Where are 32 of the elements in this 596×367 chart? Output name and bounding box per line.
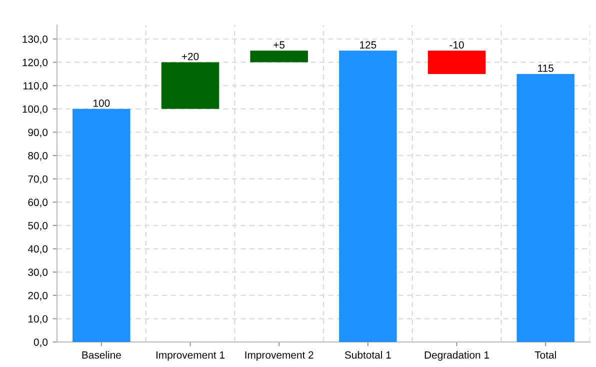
- bar: [72, 108, 130, 342]
- y-tick-label: 20,0: [28, 292, 48, 300]
- x-tick-label: Total: [534, 351, 556, 359]
- y-tick-label: 30,0: [28, 268, 48, 278]
- data-label: -10: [450, 41, 464, 49]
- y-tick-label: 70,0: [28, 175, 48, 184]
- x-tick-label: Degradation 1: [424, 351, 489, 361]
- data-label: 100: [94, 99, 110, 107]
- x-tick-label: Improvement 2: [245, 351, 314, 361]
- y-tick-label: 110,0: [23, 82, 48, 91]
- bar: [339, 50, 397, 342]
- x-tick-label: Improvement 1: [156, 351, 224, 361]
- y-tick-label: 80,0: [28, 152, 48, 161]
- y-tick-label: 10,0: [28, 315, 48, 324]
- bar: [250, 50, 308, 62]
- y-tick-label: 40,0: [28, 245, 48, 254]
- y-tick-label: 100,0: [22, 105, 48, 114]
- x-tick-label: Subtotal 1: [344, 351, 391, 359]
- y-tick-label: 0,0: [34, 338, 48, 348]
- y-tick-label: 120,0: [22, 58, 48, 68]
- data-label: 115: [538, 64, 554, 72]
- data-label: +5: [274, 41, 285, 49]
- x-tick-label: Baseline: [82, 351, 121, 359]
- data-label: +20: [182, 52, 199, 60]
- bar: [516, 74, 574, 342]
- y-tick-label: 60,0: [28, 198, 48, 208]
- y-tick-label: 50,0: [28, 222, 48, 231]
- y-tick-label: 90,0: [28, 128, 48, 138]
- data-label: 125: [360, 41, 376, 49]
- y-tick-label: 130,0: [22, 35, 48, 44]
- bar: [428, 50, 486, 74]
- bar: [161, 62, 220, 109]
